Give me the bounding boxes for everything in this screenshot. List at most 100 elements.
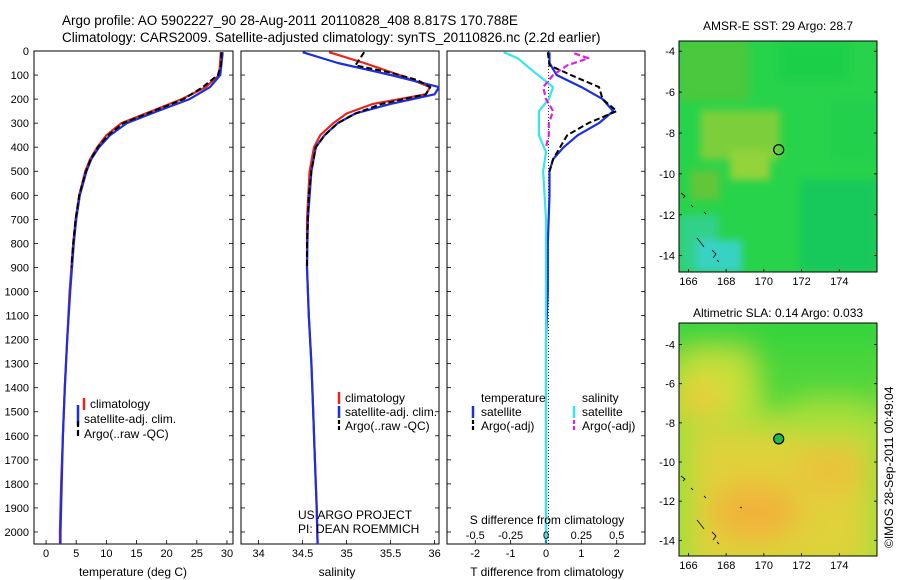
s-tick-label: 0 bbox=[543, 530, 549, 542]
s-tick-label: -0.5 bbox=[466, 530, 485, 542]
lat-tick-label: -4 bbox=[665, 46, 675, 58]
x-tick-label: 34.5 bbox=[292, 548, 313, 560]
s-tick-label: 0.5 bbox=[609, 530, 624, 542]
temperature-x-label: temperature (deg C) bbox=[79, 565, 187, 579]
lat-tick-label: -10 bbox=[659, 457, 675, 469]
depth-tick-label: 1800 bbox=[5, 479, 29, 491]
series-s-argo bbox=[542, 52, 590, 148]
x-tick-label: 1 bbox=[578, 548, 584, 560]
temperature-x-axis: 0 5 10 15 20 25 30 bbox=[43, 540, 233, 560]
depth-tick-label: 1600 bbox=[5, 431, 29, 443]
sst-map-frame bbox=[678, 40, 878, 273]
project-annotation: US ARGO PROJECT bbox=[298, 508, 413, 522]
depth-tick-label: 300 bbox=[11, 118, 29, 130]
x-tick-label: 0 bbox=[543, 548, 549, 560]
pi-annotation: PI: DEAN ROEMMICH bbox=[298, 522, 419, 536]
depth-tick-label: 200 bbox=[11, 94, 29, 106]
x-tick-label: 20 bbox=[161, 548, 173, 560]
legend-title-temperature: temperature bbox=[481, 391, 546, 405]
depth-tick-label: 600 bbox=[11, 190, 29, 202]
temperature-profile-lines bbox=[58, 52, 224, 544]
x-tick-label: 0 bbox=[43, 548, 49, 560]
lat-tick-label: -12 bbox=[659, 496, 675, 508]
depth-tick-label: 800 bbox=[11, 238, 29, 250]
depth-tick-label: 500 bbox=[11, 166, 29, 178]
series-t-argo bbox=[546, 52, 618, 172]
figure-title-line2: Climatology: CARS2009. Satellite-adjuste… bbox=[62, 30, 601, 45]
s-difference-label: S difference from climatology bbox=[470, 513, 625, 527]
x-tick-label: 34 bbox=[252, 548, 264, 560]
temperature-plot-frame bbox=[33, 50, 234, 545]
x-tick-label: -2 bbox=[470, 548, 480, 560]
legend-title-salinity: salinity bbox=[582, 391, 619, 405]
lat-tick-label: -8 bbox=[665, 128, 675, 140]
salinity-legend: climatology satellite-adj. clim. Argo(..… bbox=[337, 391, 437, 433]
lat-tick-label: -6 bbox=[665, 379, 675, 391]
legend-label-argo: Argo(..raw -QC) bbox=[84, 427, 169, 441]
lon-tick-label: 172 bbox=[792, 560, 810, 572]
x-tick-label: 25 bbox=[191, 548, 203, 560]
legend-label-t-argo: Argo(-adj) bbox=[481, 419, 534, 433]
x-tick-label: 10 bbox=[100, 548, 112, 560]
sla-map-title: Altimetric SLA: 0.14 Argo: 0.033 bbox=[693, 306, 863, 320]
legend-label-s-argo: Argo(-adj) bbox=[582, 419, 635, 433]
t-difference-label: T difference from climatology bbox=[470, 565, 624, 579]
depth-tick-label: 900 bbox=[11, 262, 29, 274]
sla-map-field bbox=[679, 323, 877, 556]
lon-tick-label: 166 bbox=[679, 560, 697, 572]
legend-label-climatology: climatology bbox=[90, 397, 150, 411]
legend-label-s-satellite: satellite bbox=[582, 405, 623, 419]
difference-profile-lines bbox=[503, 51, 618, 544]
depth-tick-label: 1100 bbox=[5, 311, 29, 323]
legend-label-argo: Argo(..raw -QC) bbox=[345, 419, 430, 433]
x-tick-label: 35.5 bbox=[380, 548, 401, 560]
series-climatology bbox=[305, 51, 432, 544]
x-tick-label: 30 bbox=[221, 548, 233, 560]
lon-tick-label: 174 bbox=[830, 276, 848, 288]
x-tick-label: 15 bbox=[130, 548, 142, 560]
depth-tick-label: 1900 bbox=[5, 503, 29, 515]
depth-tick-label: 1300 bbox=[5, 359, 29, 371]
series-argo bbox=[70, 52, 223, 268]
sla-map-axes: 166 168 170 172 174 -4 -6 -8 -10 -12 -14 bbox=[659, 340, 877, 572]
lon-tick-label: 168 bbox=[717, 276, 735, 288]
salinity-plot-frame bbox=[240, 50, 440, 545]
lat-tick-label: -8 bbox=[665, 418, 675, 430]
x-tick-label: -1 bbox=[506, 548, 516, 560]
s-difference-axis: -0.5 -0.25 0 0.25 0.5 bbox=[466, 530, 625, 542]
lat-tick-label: -12 bbox=[659, 210, 675, 222]
lon-tick-label: 174 bbox=[830, 560, 848, 572]
sst-map-axes: 166 168 170 172 174 -4 -6 -8 -10 -12 -14 bbox=[659, 46, 877, 288]
sst-map-title: AMSR-E SST: 29 Argo: 28.7 bbox=[703, 19, 853, 33]
salinity-profile-lines bbox=[302, 51, 439, 544]
lat-tick-label: -4 bbox=[665, 340, 675, 352]
depth-tick-label: 400 bbox=[11, 142, 29, 154]
lat-tick-label: -10 bbox=[659, 169, 675, 181]
s-tick-label: -0.25 bbox=[498, 530, 523, 542]
depth-tick-label: 1700 bbox=[5, 455, 29, 467]
lat-tick-label: -6 bbox=[665, 87, 675, 99]
series-s-satellite bbox=[503, 51, 555, 544]
depth-tick-label: 1500 bbox=[5, 407, 29, 419]
depth-tick-label: 700 bbox=[11, 214, 29, 226]
lon-tick-label: 172 bbox=[792, 276, 810, 288]
difference-legend: temperature satellite Argo(-adj) salinit… bbox=[471, 391, 635, 433]
lon-tick-label: 166 bbox=[679, 276, 697, 288]
sla-argo-location-marker bbox=[773, 433, 785, 445]
depth-tick-label: 1000 bbox=[5, 286, 29, 298]
series-climatology bbox=[58, 52, 222, 544]
series-t-satellite bbox=[544, 52, 615, 544]
imos-credit: ©IMOS 28-Sep-2011 00:49:04 bbox=[882, 386, 896, 548]
series-argo bbox=[306, 51, 432, 268]
x-tick-label: 5 bbox=[73, 548, 79, 560]
depth-tick-label: 1200 bbox=[5, 335, 29, 347]
depth-tick-label: 100 bbox=[11, 70, 29, 82]
x-tick-label: 2 bbox=[614, 548, 620, 560]
temperature-legend: climatology satellite-adj. clim. Argo(..… bbox=[76, 397, 176, 441]
depth-axis: 0 100 200 300 400 500 600 700 800 900 1000 1100 1200… bbox=[5, 46, 645, 539]
lat-tick-label: -14 bbox=[659, 535, 675, 547]
salinity-x-axis: 34 34.5 35 35.5 36 bbox=[252, 540, 441, 560]
depth-tick-label: 2000 bbox=[5, 527, 29, 539]
salinity-x-label: salinity bbox=[319, 565, 356, 579]
